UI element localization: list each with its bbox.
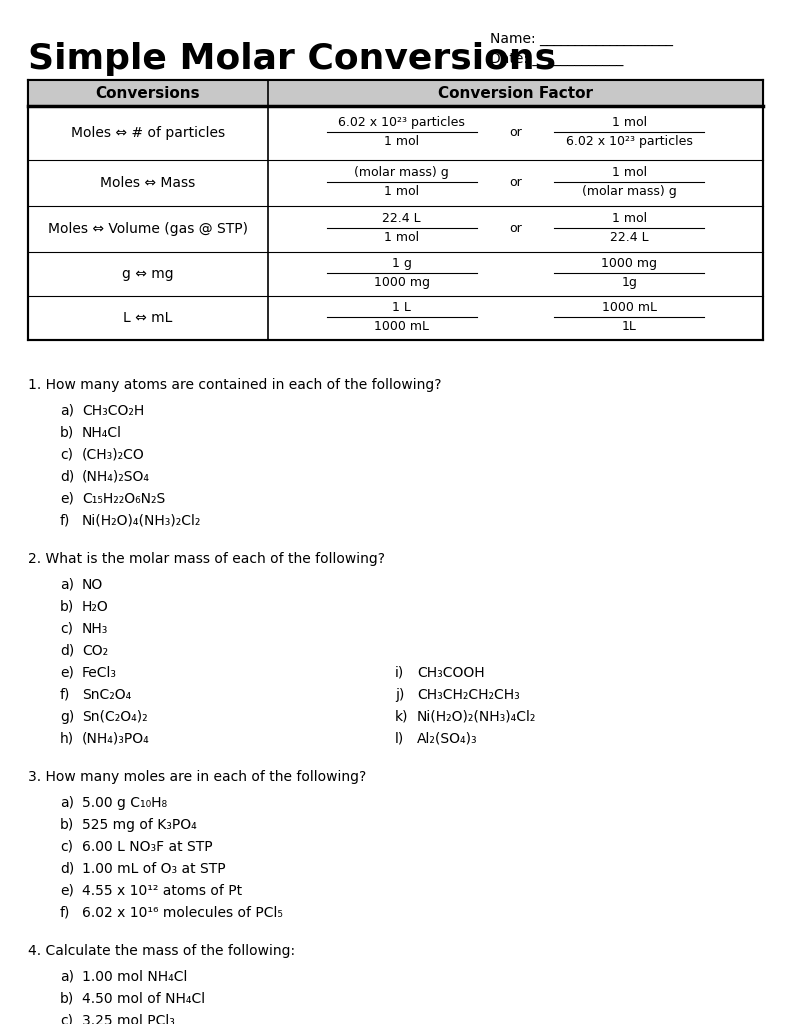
Text: 6.02 x 10¹⁶ molecules of PCl₅: 6.02 x 10¹⁶ molecules of PCl₅: [82, 906, 283, 920]
Text: Moles ⇔ Mass: Moles ⇔ Mass: [100, 176, 195, 190]
Text: f): f): [60, 514, 70, 528]
Text: 525 mg of K₃PO₄: 525 mg of K₃PO₄: [82, 818, 197, 831]
Text: e): e): [60, 492, 74, 506]
Text: 2. What is the molar mass of each of the following?: 2. What is the molar mass of each of the…: [28, 552, 385, 566]
Text: 1 g: 1 g: [392, 257, 411, 270]
Text: a): a): [60, 404, 74, 418]
Text: d): d): [60, 862, 74, 876]
Text: f): f): [60, 688, 70, 702]
Text: Conversion Factor: Conversion Factor: [438, 85, 593, 100]
Text: e): e): [60, 884, 74, 898]
Text: 4.50 mol of NH₄Cl: 4.50 mol of NH₄Cl: [82, 992, 205, 1006]
Text: FeCl₃: FeCl₃: [82, 666, 117, 680]
Text: CH₃CH₂CH₂CH₃: CH₃CH₂CH₂CH₃: [417, 688, 520, 702]
Text: 6.02 x 10²³ particles: 6.02 x 10²³ particles: [339, 116, 465, 129]
Text: b): b): [60, 600, 74, 614]
Text: a): a): [60, 970, 74, 984]
Text: 1 L: 1 L: [392, 301, 411, 314]
Text: Conversions: Conversions: [96, 85, 200, 100]
Text: or: or: [509, 176, 522, 189]
Text: 1. How many atoms are contained in each of the following?: 1. How many atoms are contained in each …: [28, 378, 441, 392]
Text: f): f): [60, 906, 70, 920]
Text: 6.02 x 10²³ particles: 6.02 x 10²³ particles: [566, 135, 693, 148]
Text: c): c): [60, 1014, 73, 1024]
Text: 4. Calculate the mass of the following:: 4. Calculate the mass of the following:: [28, 944, 295, 958]
Bar: [28, 80, 763, 106]
Text: 1 mol: 1 mol: [611, 116, 647, 129]
Text: (NH₄)₃PO₄: (NH₄)₃PO₄: [82, 732, 149, 746]
Text: (molar mass) g: (molar mass) g: [582, 185, 677, 198]
Text: Simple Molar Conversions: Simple Molar Conversions: [28, 42, 556, 76]
Text: NH₄Cl: NH₄Cl: [82, 426, 122, 440]
Text: j): j): [395, 688, 404, 702]
Text: 1000 mL: 1000 mL: [374, 319, 430, 333]
Text: b): b): [60, 426, 74, 440]
Text: 3. How many moles are in each of the following?: 3. How many moles are in each of the fol…: [28, 770, 366, 784]
Text: (CH₃)₂CO: (CH₃)₂CO: [82, 449, 145, 462]
Text: 1g: 1g: [622, 276, 638, 289]
Text: SnC₂O₄: SnC₂O₄: [82, 688, 131, 702]
Text: g): g): [60, 710, 74, 724]
Text: 1000 mg: 1000 mg: [601, 257, 657, 270]
Bar: [28, 80, 763, 340]
Text: Moles ⇔ Volume (gas @ STP): Moles ⇔ Volume (gas @ STP): [48, 222, 248, 236]
Text: b): b): [60, 992, 74, 1006]
Text: a): a): [60, 796, 74, 810]
Text: i): i): [395, 666, 404, 680]
Text: Sn(C₂O₄)₂: Sn(C₂O₄)₂: [82, 710, 148, 724]
Text: (molar mass) g: (molar mass) g: [354, 166, 449, 179]
Text: CH₃COOH: CH₃COOH: [417, 666, 485, 680]
Text: e): e): [60, 666, 74, 680]
Text: l): l): [395, 732, 404, 746]
Text: 6.00 L NO₃F at STP: 6.00 L NO₃F at STP: [82, 840, 213, 854]
Text: or: or: [509, 127, 522, 139]
Text: CH₃CO₂H: CH₃CO₂H: [82, 404, 144, 418]
Text: Ni(H₂O)₂(NH₃)₄Cl₂: Ni(H₂O)₂(NH₃)₄Cl₂: [417, 710, 536, 724]
Text: NO: NO: [82, 578, 104, 592]
Text: 1 mol: 1 mol: [384, 135, 419, 148]
Text: 1.00 mL of O₃ at STP: 1.00 mL of O₃ at STP: [82, 862, 225, 876]
Text: CO₂: CO₂: [82, 644, 108, 658]
Text: Ni(H₂O)₄(NH₃)₂Cl₂: Ni(H₂O)₄(NH₃)₂Cl₂: [82, 514, 202, 528]
Text: or: or: [509, 222, 522, 236]
Text: 1 mol: 1 mol: [384, 185, 419, 198]
Text: C₁₅H₂₂O₆N₂S: C₁₅H₂₂O₆N₂S: [82, 492, 165, 506]
Text: Al₂(SO₄)₃: Al₂(SO₄)₃: [417, 732, 478, 746]
Text: k): k): [395, 710, 408, 724]
Text: 1 mol: 1 mol: [611, 166, 647, 179]
Text: 1 mol: 1 mol: [384, 231, 419, 244]
Text: 1000 mL: 1000 mL: [602, 301, 657, 314]
Text: Date: _____________: Date: _____________: [490, 52, 623, 66]
Text: b): b): [60, 818, 74, 831]
Text: 22.4 L: 22.4 L: [610, 231, 649, 244]
Text: 3.25 mol PCl₃: 3.25 mol PCl₃: [82, 1014, 175, 1024]
Text: 1000 mg: 1000 mg: [373, 276, 430, 289]
Text: H₂O: H₂O: [82, 600, 108, 614]
Text: a): a): [60, 578, 74, 592]
Text: c): c): [60, 449, 73, 462]
Text: NH₃: NH₃: [82, 622, 108, 636]
Text: c): c): [60, 622, 73, 636]
Text: Name: ___________________: Name: ___________________: [490, 32, 673, 46]
Text: Moles ⇔ # of particles: Moles ⇔ # of particles: [71, 126, 225, 140]
Text: 4.55 x 10¹² atoms of Pt: 4.55 x 10¹² atoms of Pt: [82, 884, 242, 898]
Text: L ⇔ mL: L ⇔ mL: [123, 311, 172, 325]
Text: 1.00 mol NH₄Cl: 1.00 mol NH₄Cl: [82, 970, 187, 984]
Text: d): d): [60, 644, 74, 658]
Text: d): d): [60, 470, 74, 484]
Text: 1 mol: 1 mol: [611, 212, 647, 225]
Text: c): c): [60, 840, 73, 854]
Text: g ⇔ mg: g ⇔ mg: [122, 267, 174, 281]
Text: 5.00 g C₁₀H₈: 5.00 g C₁₀H₈: [82, 796, 167, 810]
Text: (NH₄)₂SO₄: (NH₄)₂SO₄: [82, 470, 150, 484]
Text: 1L: 1L: [622, 319, 637, 333]
Text: 22.4 L: 22.4 L: [382, 212, 421, 225]
Text: h): h): [60, 732, 74, 746]
